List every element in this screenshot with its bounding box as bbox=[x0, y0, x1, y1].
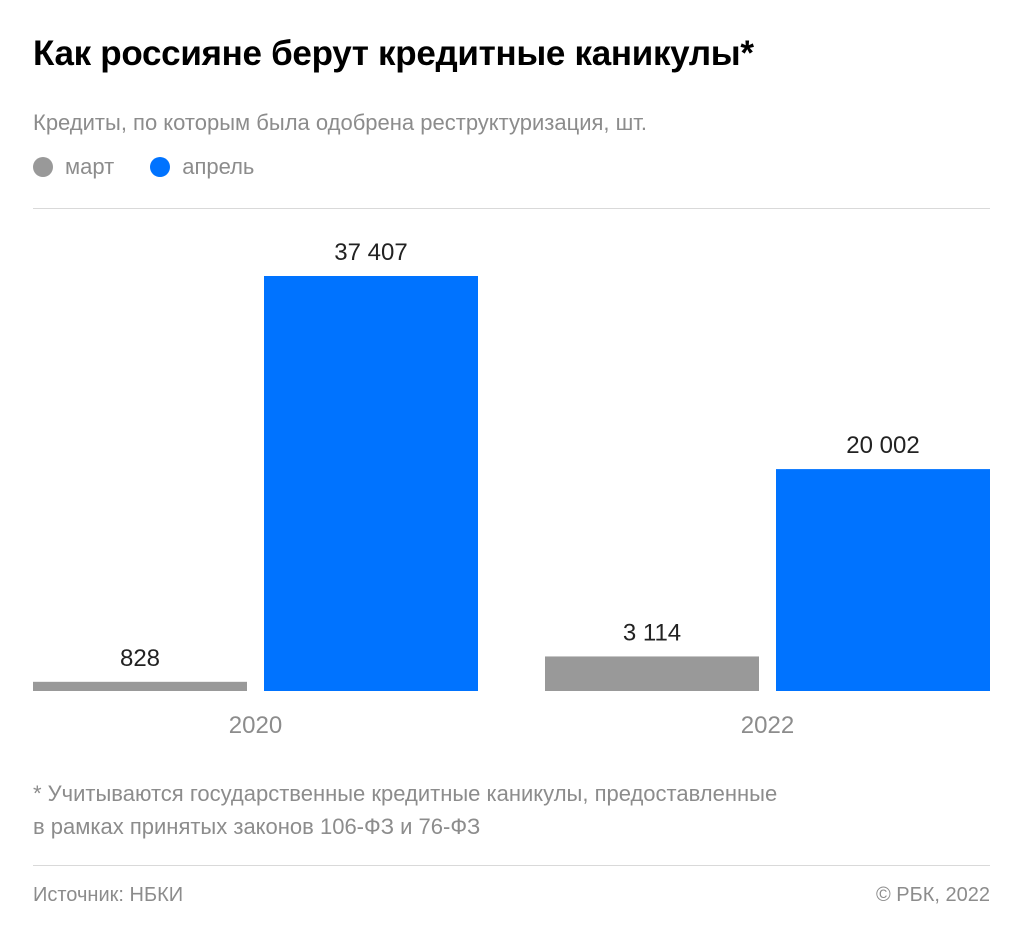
bar-март-2020 bbox=[33, 681, 247, 691]
legend: март апрель bbox=[33, 154, 254, 180]
bottom-divider bbox=[33, 865, 990, 866]
data-label: 20 002 bbox=[846, 432, 919, 459]
bar-апрель-2022 bbox=[776, 469, 990, 691]
footnote: * Учитываются государственные кредитные … bbox=[33, 777, 777, 843]
top-divider bbox=[33, 208, 990, 209]
bar-апрель-2020 bbox=[264, 276, 478, 691]
footnote-line: * Учитываются государственные кредитные … bbox=[33, 781, 778, 806]
x-tick-label: 2022 bbox=[741, 712, 794, 739]
source: Источник: НБКИ bbox=[33, 884, 184, 906]
copyright: © РБК, 2022 bbox=[875, 884, 990, 906]
chart-subtitle: Кредиты, по которым была одобрена рестру… bbox=[33, 110, 648, 135]
legend-label: апрель bbox=[182, 154, 255, 179]
x-tick-label: 2020 bbox=[229, 712, 282, 739]
legend-item-march: март bbox=[33, 154, 114, 180]
data-label: 3 114 bbox=[623, 619, 681, 646]
bar-chart: 828 37 407 2020 3 114 20 002 2022 bbox=[33, 239, 990, 739]
data-label: 37 407 bbox=[334, 239, 407, 266]
legend-dot-icon bbox=[150, 157, 171, 177]
bar-март-2022 bbox=[545, 656, 759, 691]
chart-title: Как россияне берут кредитные каникулы* bbox=[33, 34, 754, 73]
legend-label: март bbox=[65, 154, 115, 179]
data-label: 828 bbox=[120, 645, 160, 672]
footnote-line: в рамках принятых законов 106-ФЗ и 76-ФЗ bbox=[33, 814, 481, 839]
legend-dot-icon bbox=[33, 157, 53, 177]
legend-item-april: апрель bbox=[150, 154, 254, 180]
